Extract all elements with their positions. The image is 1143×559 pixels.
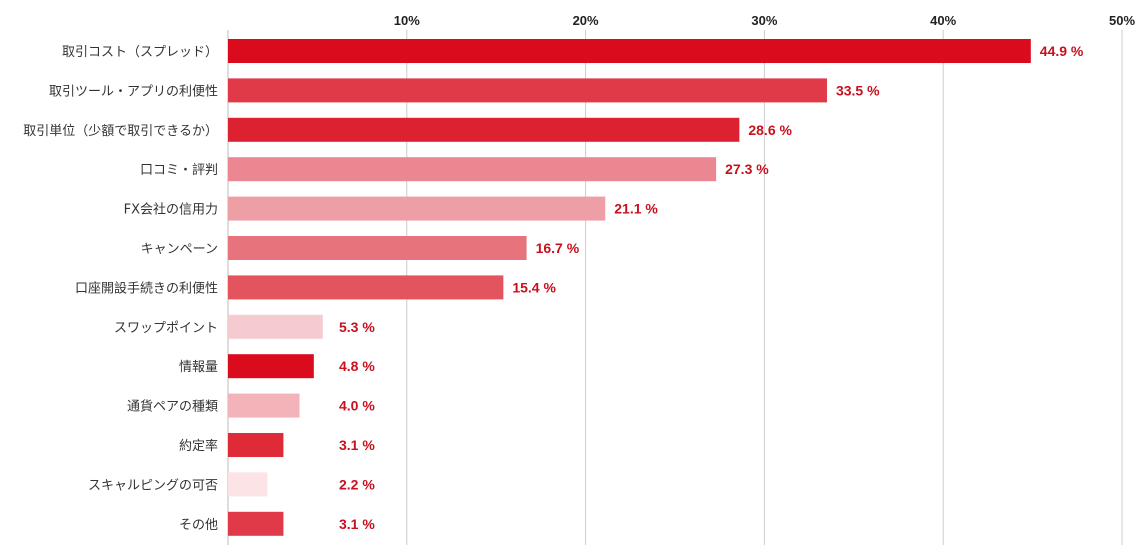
value-label: 3.1 % (339, 516, 375, 532)
grid-lines (406, 30, 1123, 545)
category-label: FX会社の信用力 (124, 202, 218, 218)
bar (228, 472, 268, 497)
category-labels: 取引コスト（スプレッド） 取引ツール・アプリの利便性取引単位（少額で取引できるか）… (23, 45, 218, 533)
bar (228, 275, 504, 300)
bar (228, 433, 284, 457)
value-label: 28.6 % (748, 122, 792, 138)
value-label: 21.1 % (614, 201, 658, 217)
bar (228, 236, 527, 260)
value-label: 44.9 % (1040, 43, 1084, 59)
x-tick-label: 10% (394, 13, 420, 28)
x-tick-label: 50% (1109, 13, 1135, 28)
bar (228, 393, 300, 418)
category-label: 約定率 (179, 438, 218, 454)
bar (228, 314, 323, 339)
value-label: 4.8 % (339, 358, 375, 374)
value-labels: 44.9 % 33.5 % 28.6 % 27.3 % 21.1 % 16.7 % 15.4… (339, 43, 1084, 532)
x-tick-label: 40% (930, 13, 956, 28)
category-label: その他 (179, 518, 218, 533)
bar (228, 117, 740, 142)
x-tick-label: 30% (751, 13, 777, 28)
value-label: 5.3 % (339, 319, 375, 335)
value-label: 3.1 % (339, 437, 375, 453)
category-label: 口座開設手続きの利便性 (75, 280, 218, 296)
category-label: 取引ツール・アプリの利便性 (49, 84, 218, 99)
bar (228, 157, 717, 182)
value-label: 2.2 % (339, 476, 375, 492)
x-axis-ticks: 10% 20% 30% 40% 50% (394, 13, 1136, 28)
value-label: 33.5 % (836, 82, 880, 98)
value-label: 27.3 % (725, 161, 769, 177)
value-label: 15.4 % (512, 279, 556, 295)
bar (228, 196, 606, 221)
category-label: 情報量 (179, 360, 218, 375)
bar (228, 354, 314, 379)
bars (228, 39, 1031, 536)
category-label: 取引単位（少額で取引できるか） (23, 123, 218, 139)
bar (228, 78, 827, 103)
category-label: 口コミ・評判 (140, 163, 218, 178)
category-label: スキャルピングの可否 (88, 478, 218, 493)
bar (228, 511, 284, 536)
bar (228, 39, 1031, 63)
value-label: 16.7 % (536, 240, 580, 256)
category-label: 取引コスト（スプレッド） (62, 45, 218, 60)
category-label: キャンペーン (141, 242, 218, 257)
category-label: 通貨ペアの種類 (127, 399, 218, 415)
category-label: スワップポイント (114, 321, 218, 336)
value-label: 4.0 % (339, 398, 375, 414)
x-tick-label: 20% (573, 13, 599, 28)
